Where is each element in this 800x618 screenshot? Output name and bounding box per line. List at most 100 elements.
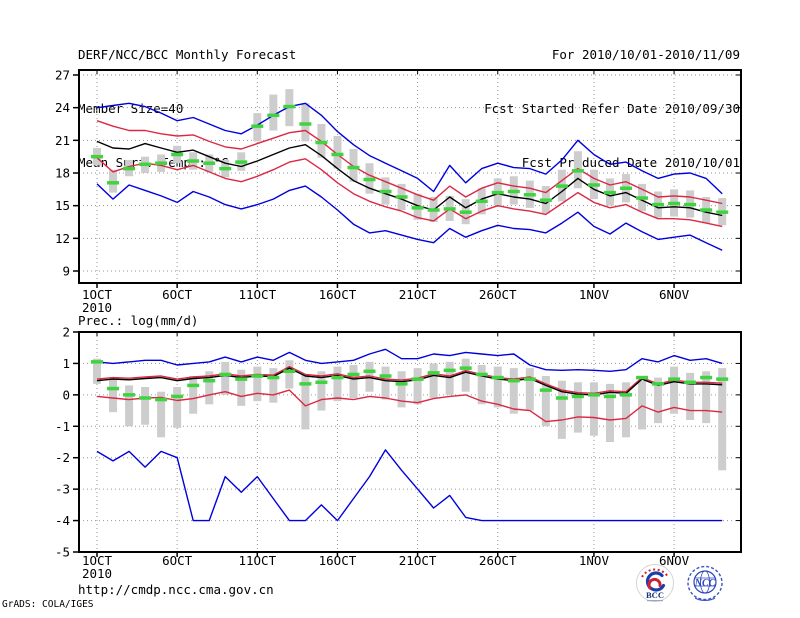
series-ensemble-mean	[96, 140, 723, 217]
ncc-logo-meridian	[700, 570, 710, 594]
bcc-logo-swirl-red	[647, 577, 662, 590]
spread-bar	[125, 385, 134, 427]
y-tick-label: 1	[62, 356, 70, 371]
series-ensemble-lower	[96, 389, 723, 423]
spread-bar	[397, 371, 406, 408]
y-tick-label: 18	[55, 166, 70, 181]
x-tick-label: 1NOV	[579, 553, 610, 568]
spread-bar	[638, 380, 647, 430]
spread-bar	[93, 358, 101, 384]
x-tick-label: 16OCT	[319, 287, 357, 302]
bcc-logo-swirl-blue	[645, 571, 666, 592]
y-tick-label: -4	[55, 513, 70, 528]
spread-bar	[333, 366, 342, 402]
x-tick-label: 1OCT	[82, 287, 113, 302]
spread-bar	[702, 371, 711, 424]
bcc-logo-subtext	[647, 600, 663, 602]
x-tick-label: 6OCT	[162, 553, 193, 568]
spread-bar	[477, 365, 486, 405]
spread-bar	[509, 368, 518, 414]
spread-bar	[461, 358, 470, 392]
bcc-logo: BCC	[636, 564, 674, 602]
spread-bar	[333, 135, 342, 169]
y-tick-label: -2	[55, 450, 70, 465]
forecast-range-label: For 2010/10/01-2010/11/09	[551, 47, 740, 62]
series-ensemble-min	[96, 449, 723, 522]
series-ensemble-upper	[96, 365, 723, 394]
spread-bar	[269, 94, 278, 131]
spread-bar	[429, 363, 438, 398]
spread-bar	[654, 377, 663, 424]
spread-bar	[173, 387, 182, 428]
series-ensemble-max	[96, 348, 723, 372]
spread-bar	[573, 382, 582, 433]
spread-bar	[589, 382, 598, 436]
x-tick-label: 26OCT	[479, 553, 517, 568]
ncc-logo-text: NCC	[694, 578, 716, 589]
bcc-logo-arc-text	[641, 568, 669, 578]
x-tick-label: 21OCT	[399, 553, 437, 568]
footer-url: http://cmdp.ncc.cma.gov.cn	[78, 582, 274, 597]
y-tick-label: -1	[55, 419, 70, 434]
y-tick-label: 2	[62, 325, 70, 340]
x-tick-label: 16OCT	[319, 553, 357, 568]
spread-bar	[237, 369, 246, 406]
spread-bar	[269, 368, 278, 403]
spread-bar	[157, 391, 166, 438]
series-ensemble-upper	[96, 120, 723, 205]
spread-bar	[365, 361, 374, 392]
x-tick-label: 1OCT	[82, 553, 113, 568]
spread-bar	[317, 371, 326, 411]
chart-frame	[78, 331, 742, 553]
page-title: DERF/NCC/BCC Monthly Forecast	[78, 47, 297, 62]
y-tick-label: 9	[62, 264, 70, 279]
x-tick-label: 1NOV	[579, 287, 610, 302]
series-ensemble-mean	[96, 367, 723, 396]
spread-bar	[381, 366, 390, 400]
spread-bar	[349, 365, 358, 398]
y-tick-label: 24	[55, 100, 70, 115]
grads-credit: GrADS: COLA/IGES	[2, 599, 94, 610]
spread-bar	[670, 366, 679, 414]
spread-bar	[141, 387, 150, 425]
spread-bar	[686, 372, 695, 420]
x-tick-label: 6OCT	[162, 287, 193, 302]
spread-bar	[605, 383, 614, 442]
spread-bar	[109, 379, 118, 413]
member-size-label: Member Size=40	[78, 101, 184, 116]
spread-bar	[718, 368, 727, 471]
spread-bar	[493, 366, 502, 408]
x-tick-label: 11OCT	[238, 553, 276, 568]
chart-frame	[78, 69, 742, 284]
refer-date-label: Fcst Started Refer Date 2010/09/30	[484, 101, 740, 116]
spread-bar	[525, 368, 534, 411]
spread-bar	[301, 374, 310, 430]
y-tick-label: 15	[55, 198, 70, 213]
spread-bar	[557, 380, 566, 439]
ncc-logo-wreath	[687, 565, 723, 601]
x-tick-label: 6NOV	[659, 553, 690, 568]
spread-bar	[285, 360, 294, 389]
series-ensemble-lower	[96, 157, 723, 228]
ncc-logo-base	[694, 597, 716, 602]
series-ensemble-min	[96, 183, 723, 251]
x-tick-sublabel: 2010	[82, 300, 112, 315]
x-tick-label: 26OCT	[479, 287, 517, 302]
y-tick-label: 0	[62, 387, 70, 402]
spread-bar	[445, 361, 454, 395]
ncc-logo: NCC	[687, 565, 723, 602]
precip-panel-title: Prec.: log(mm/d)	[78, 313, 199, 328]
y-tick-label: -5	[55, 545, 70, 560]
series-ensemble-max	[96, 102, 723, 195]
x-tick-label: 6NOV	[659, 287, 690, 302]
x-tick-label: 11OCT	[238, 287, 276, 302]
x-tick-sublabel: 2010	[82, 566, 112, 581]
spread-bar	[205, 371, 214, 405]
spread-bar	[253, 366, 262, 402]
spread-bar	[541, 376, 550, 427]
bcc-logo-text: BCC	[646, 590, 664, 600]
